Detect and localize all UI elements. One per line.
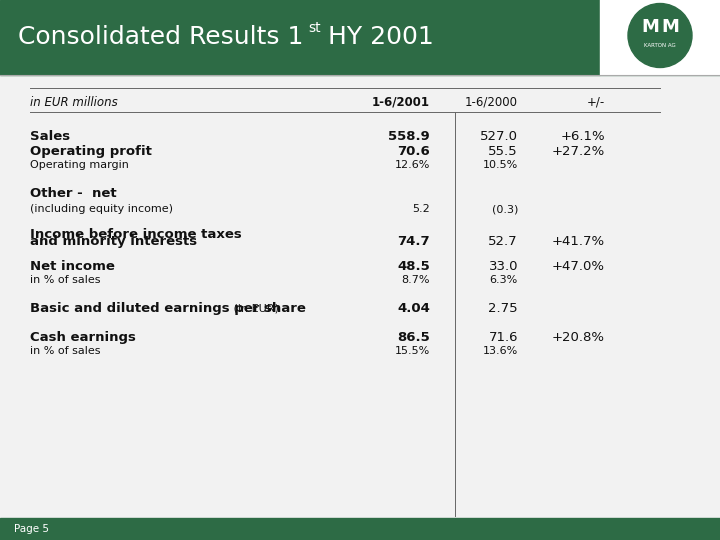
Text: Operating profit: Operating profit <box>30 145 152 158</box>
Text: in % of sales: in % of sales <box>30 275 101 285</box>
Text: 1-6/2001: 1-6/2001 <box>372 96 430 109</box>
Text: 33.0: 33.0 <box>488 260 518 273</box>
Text: Consolidated Results 1: Consolidated Results 1 <box>18 25 303 50</box>
Text: (in EUR): (in EUR) <box>230 303 279 313</box>
Text: HY 2001: HY 2001 <box>320 25 433 50</box>
Text: st: st <box>308 22 320 36</box>
Text: +20.8%: +20.8% <box>552 330 605 344</box>
Text: +41.7%: +41.7% <box>552 235 605 248</box>
Text: +27.2%: +27.2% <box>552 145 605 158</box>
Text: 55.5: 55.5 <box>488 145 518 158</box>
Bar <box>0 518 720 540</box>
Text: Page 5: Page 5 <box>14 524 49 534</box>
Text: +6.1%: +6.1% <box>560 130 605 143</box>
Text: KARTON AG: KARTON AG <box>644 43 676 48</box>
Text: in EUR millions: in EUR millions <box>30 96 118 109</box>
Text: 12.6%: 12.6% <box>395 160 430 170</box>
Bar <box>0 0 720 75</box>
Text: +/-: +/- <box>587 96 605 109</box>
Text: Operating margin: Operating margin <box>30 160 129 170</box>
Text: Net income: Net income <box>30 260 115 273</box>
Text: 15.5%: 15.5% <box>395 346 430 356</box>
Text: 4.04: 4.04 <box>397 302 430 315</box>
Text: 52.7: 52.7 <box>488 235 518 248</box>
Text: 5.2: 5.2 <box>413 204 430 214</box>
Text: 74.7: 74.7 <box>397 235 430 248</box>
Text: Cash earnings: Cash earnings <box>30 330 136 344</box>
Text: 71.6: 71.6 <box>488 330 518 344</box>
Text: 1-6/2000: 1-6/2000 <box>465 96 518 109</box>
Text: 558.9: 558.9 <box>388 130 430 143</box>
Text: 527.0: 527.0 <box>480 130 518 143</box>
Text: in % of sales: in % of sales <box>30 346 101 356</box>
Text: 10.5%: 10.5% <box>482 160 518 170</box>
Text: Income before income taxes: Income before income taxes <box>30 228 242 241</box>
Text: +47.0%: +47.0% <box>552 260 605 273</box>
Text: 86.5: 86.5 <box>397 330 430 344</box>
Text: 8.7%: 8.7% <box>402 275 430 285</box>
Text: 2.75: 2.75 <box>488 302 518 315</box>
Circle shape <box>628 3 692 67</box>
Text: M: M <box>641 18 659 37</box>
Text: 70.6: 70.6 <box>397 145 430 158</box>
Text: M: M <box>661 18 679 37</box>
Text: and minority interests: and minority interests <box>30 235 197 248</box>
Text: 6.3%: 6.3% <box>490 275 518 285</box>
Text: Basic and diluted earnings per share: Basic and diluted earnings per share <box>30 302 306 315</box>
Text: Sales: Sales <box>30 130 70 143</box>
Text: 48.5: 48.5 <box>397 260 430 273</box>
Bar <box>600 0 720 75</box>
Text: Other -  net: Other - net <box>30 187 117 200</box>
Text: (including equity income): (including equity income) <box>30 204 173 214</box>
Text: 13.6%: 13.6% <box>482 346 518 356</box>
Text: (0.3): (0.3) <box>492 204 518 214</box>
